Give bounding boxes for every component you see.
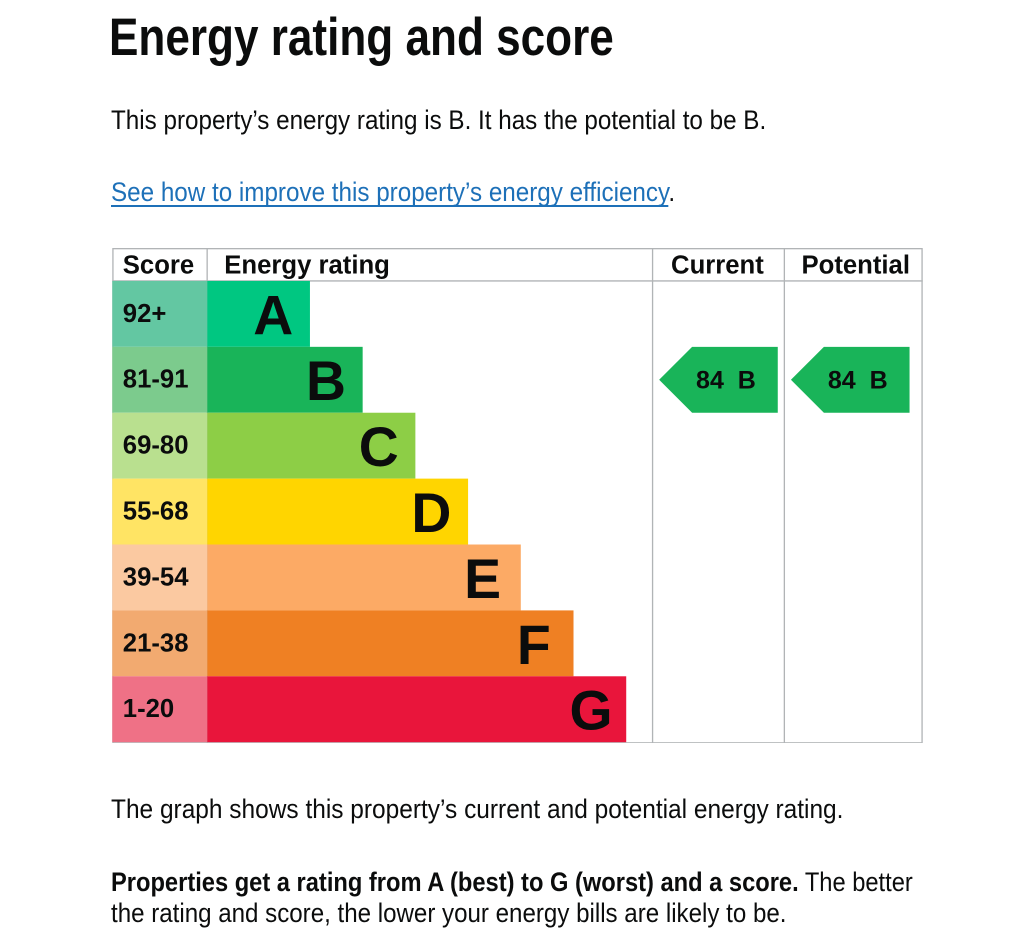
svg-text:E: E [464, 547, 501, 609]
svg-text:A: A [253, 284, 293, 346]
svg-text:21-38: 21-38 [122, 629, 188, 657]
svg-text:39-54: 39-54 [122, 563, 188, 591]
svg-text:92+: 92+ [122, 299, 166, 327]
svg-text:D: D [411, 481, 451, 543]
svg-text:G: G [569, 679, 612, 741]
svg-text:84 B: 84 B [827, 366, 887, 394]
svg-text:1-20: 1-20 [122, 695, 173, 723]
svg-text:Current: Current [671, 251, 764, 279]
svg-text:Potential: Potential [801, 251, 909, 279]
svg-text:C: C [358, 416, 398, 478]
svg-text:69-80: 69-80 [122, 431, 188, 459]
svg-text:81-91: 81-91 [122, 365, 188, 393]
svg-text:55-68: 55-68 [122, 497, 188, 525]
svg-text:Score: Score [122, 251, 193, 279]
svg-text:Energy rating: Energy rating [224, 251, 390, 279]
svg-text:F: F [516, 613, 550, 675]
svg-text:B: B [305, 350, 345, 412]
svg-text:84 B: 84 B [696, 366, 756, 394]
